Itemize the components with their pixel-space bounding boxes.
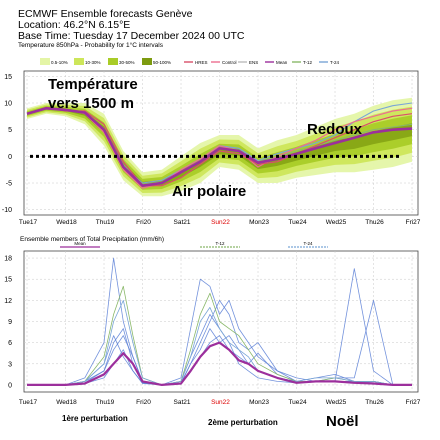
x-tick-label: Sat21: [174, 219, 191, 226]
precip-lines: [27, 257, 412, 386]
y-tick-label: -5: [6, 181, 12, 188]
precip-y-ticks: 18 15 12 9 6 3 0: [4, 256, 12, 390]
legend-swatch: [142, 58, 152, 65]
x-tick-label: Sun22: [211, 399, 230, 406]
temperature-y-ticks: 15 10 5 0 -5 -10: [2, 74, 12, 214]
legend-label: 0.5-10%: [51, 60, 68, 65]
x-tick-label: Fri27: [406, 219, 421, 226]
legend-label: ENS: [249, 60, 258, 65]
legend-label: 50-100%: [153, 60, 171, 65]
x-tick-label: Tue24: [288, 399, 307, 406]
legend-label: T-12: [303, 60, 313, 65]
precip-panel-title: Ensemble members of Total Precipitation …: [20, 236, 164, 243]
y-tick-label: 3: [8, 361, 12, 368]
annotation-air-polaire: Air polaire: [172, 183, 246, 200]
precip-member: [27, 299, 412, 386]
series-hres: [26, 106, 413, 187]
x-tick-label: Tue17: [19, 399, 38, 406]
precip-legend-label: Mean: [74, 241, 86, 246]
legend-label: Control: [222, 60, 237, 65]
annotation-redoux: Redoux: [307, 121, 363, 138]
x-tick-label: Wed25: [326, 399, 347, 406]
series-mean: [26, 107, 413, 187]
annotation-temperature: Température: [48, 76, 138, 93]
precip-series-t-12: [27, 285, 412, 386]
x-tick-label: Thu26: [365, 399, 384, 406]
x-tick-label: Fri20: [136, 399, 151, 406]
precip-legend: Mean T-12 T-24: [60, 241, 328, 248]
x-tick-label: Fri20: [136, 219, 151, 226]
panel-subtitle: Temperature 850hPa - Probability for 1°C…: [18, 42, 163, 49]
precip-legend-label: T-12: [215, 241, 225, 246]
y-tick-label: 10: [4, 101, 12, 108]
x-tick-label: Mon23: [249, 399, 269, 406]
base-time-label: Base Time: Tuesday 17 December 2024 00 U…: [18, 30, 245, 42]
legend-label: HRES: [195, 60, 208, 65]
annotation-altitude: vers 1500 m: [48, 95, 134, 112]
y-tick-label: 12: [4, 298, 12, 305]
y-tick-label: 5: [8, 127, 12, 134]
y-tick-label: 0: [8, 382, 12, 389]
legend-label: Mean: [276, 60, 288, 65]
precip-legend-label: T-24: [303, 241, 313, 246]
y-tick-label: 18: [4, 256, 12, 263]
x-tick-label: Mon23: [249, 219, 269, 226]
annotation-first-disturbance: 1ère perturbation: [62, 414, 128, 423]
x-tick-label: Fri27: [406, 399, 421, 406]
annotation-noel: Noël: [326, 413, 359, 430]
temperature-x-ticks: Tue17 Wed18 Thu19 Fri20 Sat21 Sun22 Mon23 Tue24…: [19, 219, 421, 226]
precip-grid: [24, 251, 418, 392]
legend-swatch: [108, 58, 118, 65]
legend: 0.5-10% 10-30% 30-50% 50-100% HRES Control ENS…: [40, 58, 340, 65]
location-label: Location: 46.2°N 6.15°E: [18, 19, 131, 31]
x-tick-label: Tue24: [288, 219, 307, 226]
annotation-second-disturbance: 2ème perturbation: [208, 418, 278, 427]
x-tick-label: Sun22: [211, 219, 230, 226]
x-tick-label: Wed18: [56, 399, 77, 406]
y-tick-label: -10: [2, 207, 12, 214]
legend-label: 10-30%: [85, 60, 101, 65]
precip-x-ticks: Tue17 Wed18 Thu19 Fri20 Sat21 Sun22 Mon23 Tue24…: [19, 399, 421, 406]
x-tick-label: Thu26: [365, 219, 384, 226]
forecast-title: ECMWF Ensemble forecasts Genève: [18, 8, 193, 20]
x-tick-label: Wed18: [56, 219, 77, 226]
precip-series-t-24: [27, 299, 412, 386]
y-tick-label: 15: [4, 277, 12, 284]
temperature-lines: [26, 102, 413, 189]
legend-swatch: [40, 58, 50, 65]
legend-label: T-24: [330, 60, 340, 65]
x-tick-label: Tue17: [19, 219, 38, 226]
precip-series-mean: [27, 341, 412, 386]
legend-swatch: [74, 58, 84, 65]
x-tick-label: Thu19: [96, 399, 115, 406]
y-tick-label: 6: [8, 340, 12, 347]
legend-label: 30-50%: [119, 60, 135, 65]
x-tick-label: Thu19: [96, 219, 115, 226]
x-tick-label: Sat21: [174, 399, 191, 406]
y-tick-label: 0: [8, 154, 12, 161]
y-tick-label: 9: [8, 319, 12, 326]
y-tick-label: 15: [4, 74, 12, 81]
x-tick-label: Wed25: [326, 219, 347, 226]
temperature-grid: [24, 71, 418, 215]
